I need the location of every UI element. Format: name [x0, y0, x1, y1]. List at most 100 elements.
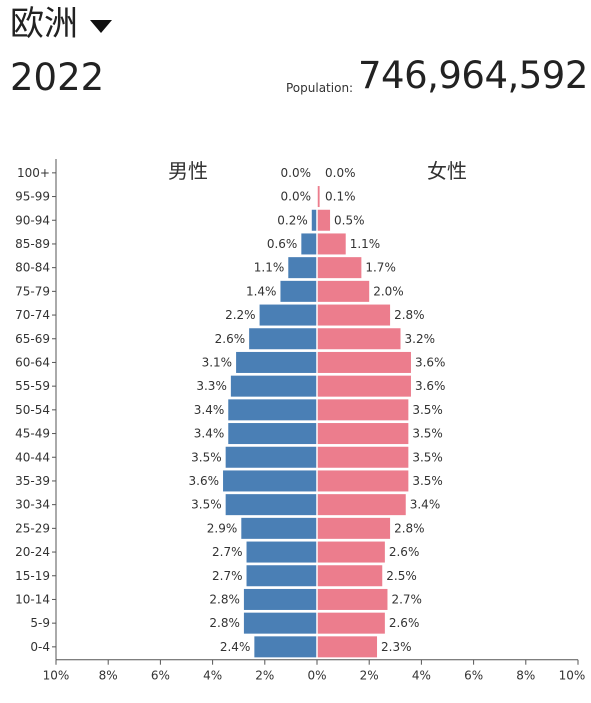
female-bar — [317, 636, 378, 658]
male-value-label: 2.8% — [209, 616, 240, 630]
male-value-label: 2.9% — [207, 521, 238, 535]
x-tick-label: 0% — [307, 669, 326, 683]
male-bar — [246, 565, 317, 587]
male-bar — [246, 541, 317, 563]
female-bar — [317, 375, 411, 397]
male-value-label: 2.2% — [225, 308, 256, 322]
male-value-label: 3.5% — [191, 498, 222, 512]
male-bar — [230, 375, 317, 397]
age-group-label: 80-84 — [15, 261, 50, 275]
female-value-label: 3.5% — [412, 474, 443, 488]
female-bar — [317, 209, 331, 231]
female-bar — [317, 186, 320, 208]
population-value: 746,964,592 — [358, 54, 588, 97]
x-tick-label: 10% — [559, 669, 586, 683]
x-tick-label: 8% — [99, 669, 118, 683]
male-bar — [280, 280, 317, 302]
age-group-label: 35-39 — [15, 474, 50, 488]
age-group-label: 85-89 — [15, 237, 50, 251]
female-bar — [317, 446, 409, 468]
male-bar — [241, 517, 317, 539]
age-group-label: 15-19 — [15, 569, 50, 583]
female-bar — [317, 304, 391, 326]
male-bar — [236, 351, 317, 373]
male-bar — [228, 423, 317, 445]
male-value-label: 1.1% — [254, 261, 285, 275]
male-value-label: 0.2% — [277, 213, 308, 227]
male-bar — [225, 446, 317, 468]
male-value-label: 3.3% — [196, 379, 227, 393]
age-group-label: 95-99 — [15, 190, 50, 204]
male-value-label: 0.0% — [281, 190, 312, 204]
female-value-label: 0.5% — [334, 213, 365, 227]
population-pyramid-chart: 男性 女性 100+ 0.0% 0.0% 95-99 0.0% 0.1% 90-94 0.2% 0.… — [15, 159, 586, 683]
male-bar — [259, 304, 317, 326]
male-value-label: 2.7% — [212, 569, 243, 583]
female-bar — [317, 399, 409, 421]
age-group-label: 55-59 — [15, 379, 50, 393]
male-value-label: 2.6% — [215, 332, 246, 346]
female-bar — [317, 233, 346, 255]
x-tick-label: 8% — [516, 669, 535, 683]
age-group-label: 75-79 — [15, 284, 50, 298]
female-value-label: 3.6% — [415, 379, 446, 393]
male-bar — [243, 612, 317, 634]
female-bar — [317, 588, 388, 610]
female-value-label: 3.2% — [405, 332, 436, 346]
female-value-label: 3.5% — [412, 427, 443, 441]
male-bar — [228, 399, 317, 421]
female-bar — [317, 612, 385, 634]
male-bar — [225, 494, 317, 516]
male-value-label: 3.6% — [189, 474, 220, 488]
male-value-label: 1.4% — [246, 284, 277, 298]
age-group-label: 10-14 — [15, 592, 50, 606]
female-bar — [317, 280, 370, 302]
male-series-label: 男性 — [168, 159, 208, 183]
female-value-label: 1.7% — [365, 261, 396, 275]
x-tick-label: 4% — [412, 669, 431, 683]
female-value-label: 2.0% — [373, 284, 404, 298]
female-value-label: 3.5% — [412, 403, 443, 417]
female-value-label: 2.7% — [391, 592, 422, 606]
dropdown-arrow-icon[interactable] — [90, 19, 112, 33]
male-value-label: 3.1% — [202, 355, 233, 369]
age-group-label: 25-29 — [15, 521, 50, 535]
female-value-label: 3.5% — [412, 450, 443, 464]
age-group-label: 70-74 — [15, 308, 50, 322]
age-group-label: 40-44 — [15, 450, 50, 464]
male-bar — [254, 636, 317, 658]
region-selector[interactable]: 欧洲 — [10, 4, 112, 44]
male-value-label: 3.4% — [194, 427, 225, 441]
female-bar — [317, 328, 401, 350]
female-bar — [317, 517, 391, 539]
age-group-label: 0-4 — [30, 640, 50, 654]
female-value-label: 2.5% — [386, 569, 417, 583]
female-bar — [317, 541, 385, 563]
female-value-label: 2.6% — [389, 545, 420, 559]
x-tick-label: 4% — [203, 669, 222, 683]
age-group-label: 20-24 — [15, 545, 50, 559]
male-bar — [243, 588, 317, 610]
x-tick-label: 10% — [43, 669, 70, 683]
male-bar — [249, 328, 317, 350]
male-value-label: 3.5% — [191, 450, 222, 464]
male-bar — [288, 257, 317, 279]
year-label: 2022 — [10, 56, 105, 99]
female-value-label: 2.3% — [381, 640, 412, 654]
x-tick-label: 2% — [360, 669, 379, 683]
age-group-label: 60-64 — [15, 355, 50, 369]
male-value-label: 2.4% — [220, 640, 251, 654]
x-tick-label: 6% — [464, 669, 483, 683]
age-group-label: 100+ — [17, 166, 50, 180]
x-tick-label: 2% — [255, 669, 274, 683]
male-value-label: 0.0% — [281, 166, 312, 180]
age-group-label: 45-49 — [15, 427, 50, 441]
female-bar — [317, 257, 362, 279]
male-value-label: 3.4% — [194, 403, 225, 417]
age-group-label: 30-34 — [15, 498, 50, 512]
female-value-label: 3.4% — [410, 498, 441, 512]
female-value-label: 0.0% — [325, 166, 356, 180]
age-group-label: 65-69 — [15, 332, 50, 346]
female-value-label: 1.1% — [350, 237, 381, 251]
